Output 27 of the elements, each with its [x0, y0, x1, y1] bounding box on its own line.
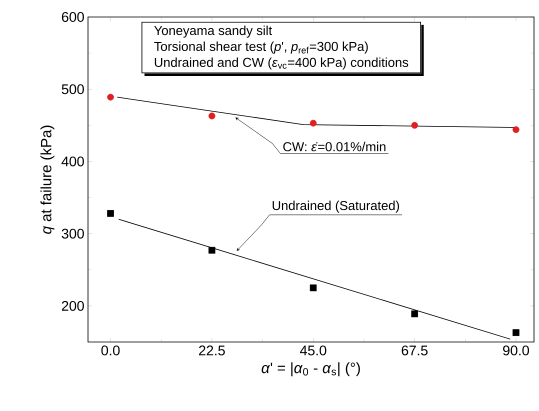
y-axis-title: q at failure (kPa): [40, 126, 54, 234]
point: [208, 112, 216, 120]
annotation: Undrained and CW (ε$_{vc}$=400 kPa) conditions: [154, 57, 408, 70]
annotation: CW: ε̇=0.01%/min: [283, 142, 386, 152]
y-tick-label: 600: [62, 12, 84, 22]
y-tick-label: 300: [62, 228, 84, 239]
point: [310, 284, 317, 292]
point: [107, 94, 114, 101]
x-axis-title: α' = |α$_{0}$ - α$_{s}$| (°): [262, 362, 360, 376]
x-tick-label: 22.5: [199, 346, 225, 356]
annotation: Torsional shear test (p', p$_{ref}$=300 kPa): [154, 42, 368, 54]
point: [512, 126, 520, 134]
y-tick-label: 400: [62, 156, 84, 166]
y-tick-label: 200: [62, 300, 84, 311]
x-tick-label: 45.0: [300, 346, 326, 356]
point: [208, 246, 216, 254]
point: [310, 120, 317, 127]
point: [411, 310, 418, 318]
x-tick-label: 90.0: [503, 346, 530, 356]
point: [512, 329, 520, 336]
x-tick-label: 67.5: [402, 346, 428, 356]
y-tick-label: 500: [62, 84, 84, 94]
point: [107, 210, 114, 217]
x-tick-label: 0.0: [101, 346, 120, 356]
annotation: Undrained (Saturated): [272, 200, 400, 213]
annotation: Yoneyama sandy silt: [154, 26, 272, 38]
point: [411, 122, 418, 129]
